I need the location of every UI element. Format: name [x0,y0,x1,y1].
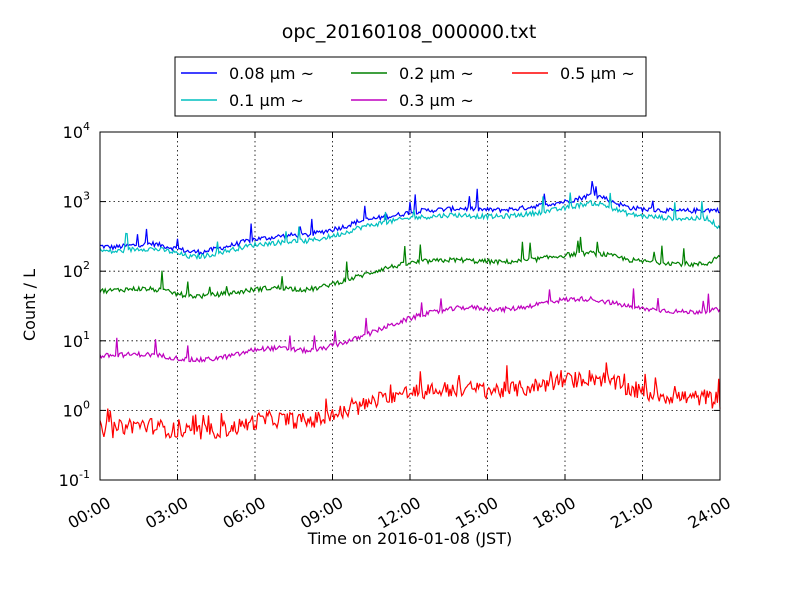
x-tick-label: 00:00 [65,493,114,533]
x-axis-label: Time on 2016-01-08 (JST) [307,529,512,548]
y-tick-label: 102 [63,259,90,281]
legend-label: 0.3 μm ~ [399,91,474,110]
x-tick-label: 03:00 [142,493,191,533]
legend: 0.08 μm ~ 0.1 μm ~ 0.2 μm ~ 0.3 μm ~ 0.5 μm … [174,56,647,117]
x-tick-label: 18:00 [530,493,579,533]
series-line [99,192,721,261]
legend-label: 0.5 μm ~ [560,64,635,83]
y-tick-label: 104 [63,120,90,142]
x-tick-label: 12:00 [375,493,424,533]
chart-title: opc_20160108_000000.txt [282,21,537,43]
x-tick-label: 24:00 [685,493,734,533]
x-tick-label: 15:00 [452,493,501,533]
plot-area [100,132,720,480]
x-tick-label: 06:00 [220,493,269,533]
legend-label: 0.08 μm ~ [229,64,314,83]
y-tick-label: 103 [63,190,90,212]
y-tick-label: 101 [63,329,90,351]
x-tick-label: 21:00 [607,493,656,533]
y-axis-label: Count / L [20,269,39,341]
series-line [99,180,721,256]
y-tick-label: 10-1 [59,468,90,490]
series-line [99,236,721,300]
series-layer [99,180,721,440]
legend-label: 0.1 μm ~ [229,91,304,110]
series-line [99,288,721,363]
series-line [99,362,721,440]
y-axis: 10-1 100 101 102 103 104 [59,120,720,490]
y-tick-label: 100 [63,398,90,420]
legend-box [174,56,647,117]
legend-label: 0.2 μm ~ [399,64,474,83]
x-tick-label: 09:00 [297,493,346,533]
